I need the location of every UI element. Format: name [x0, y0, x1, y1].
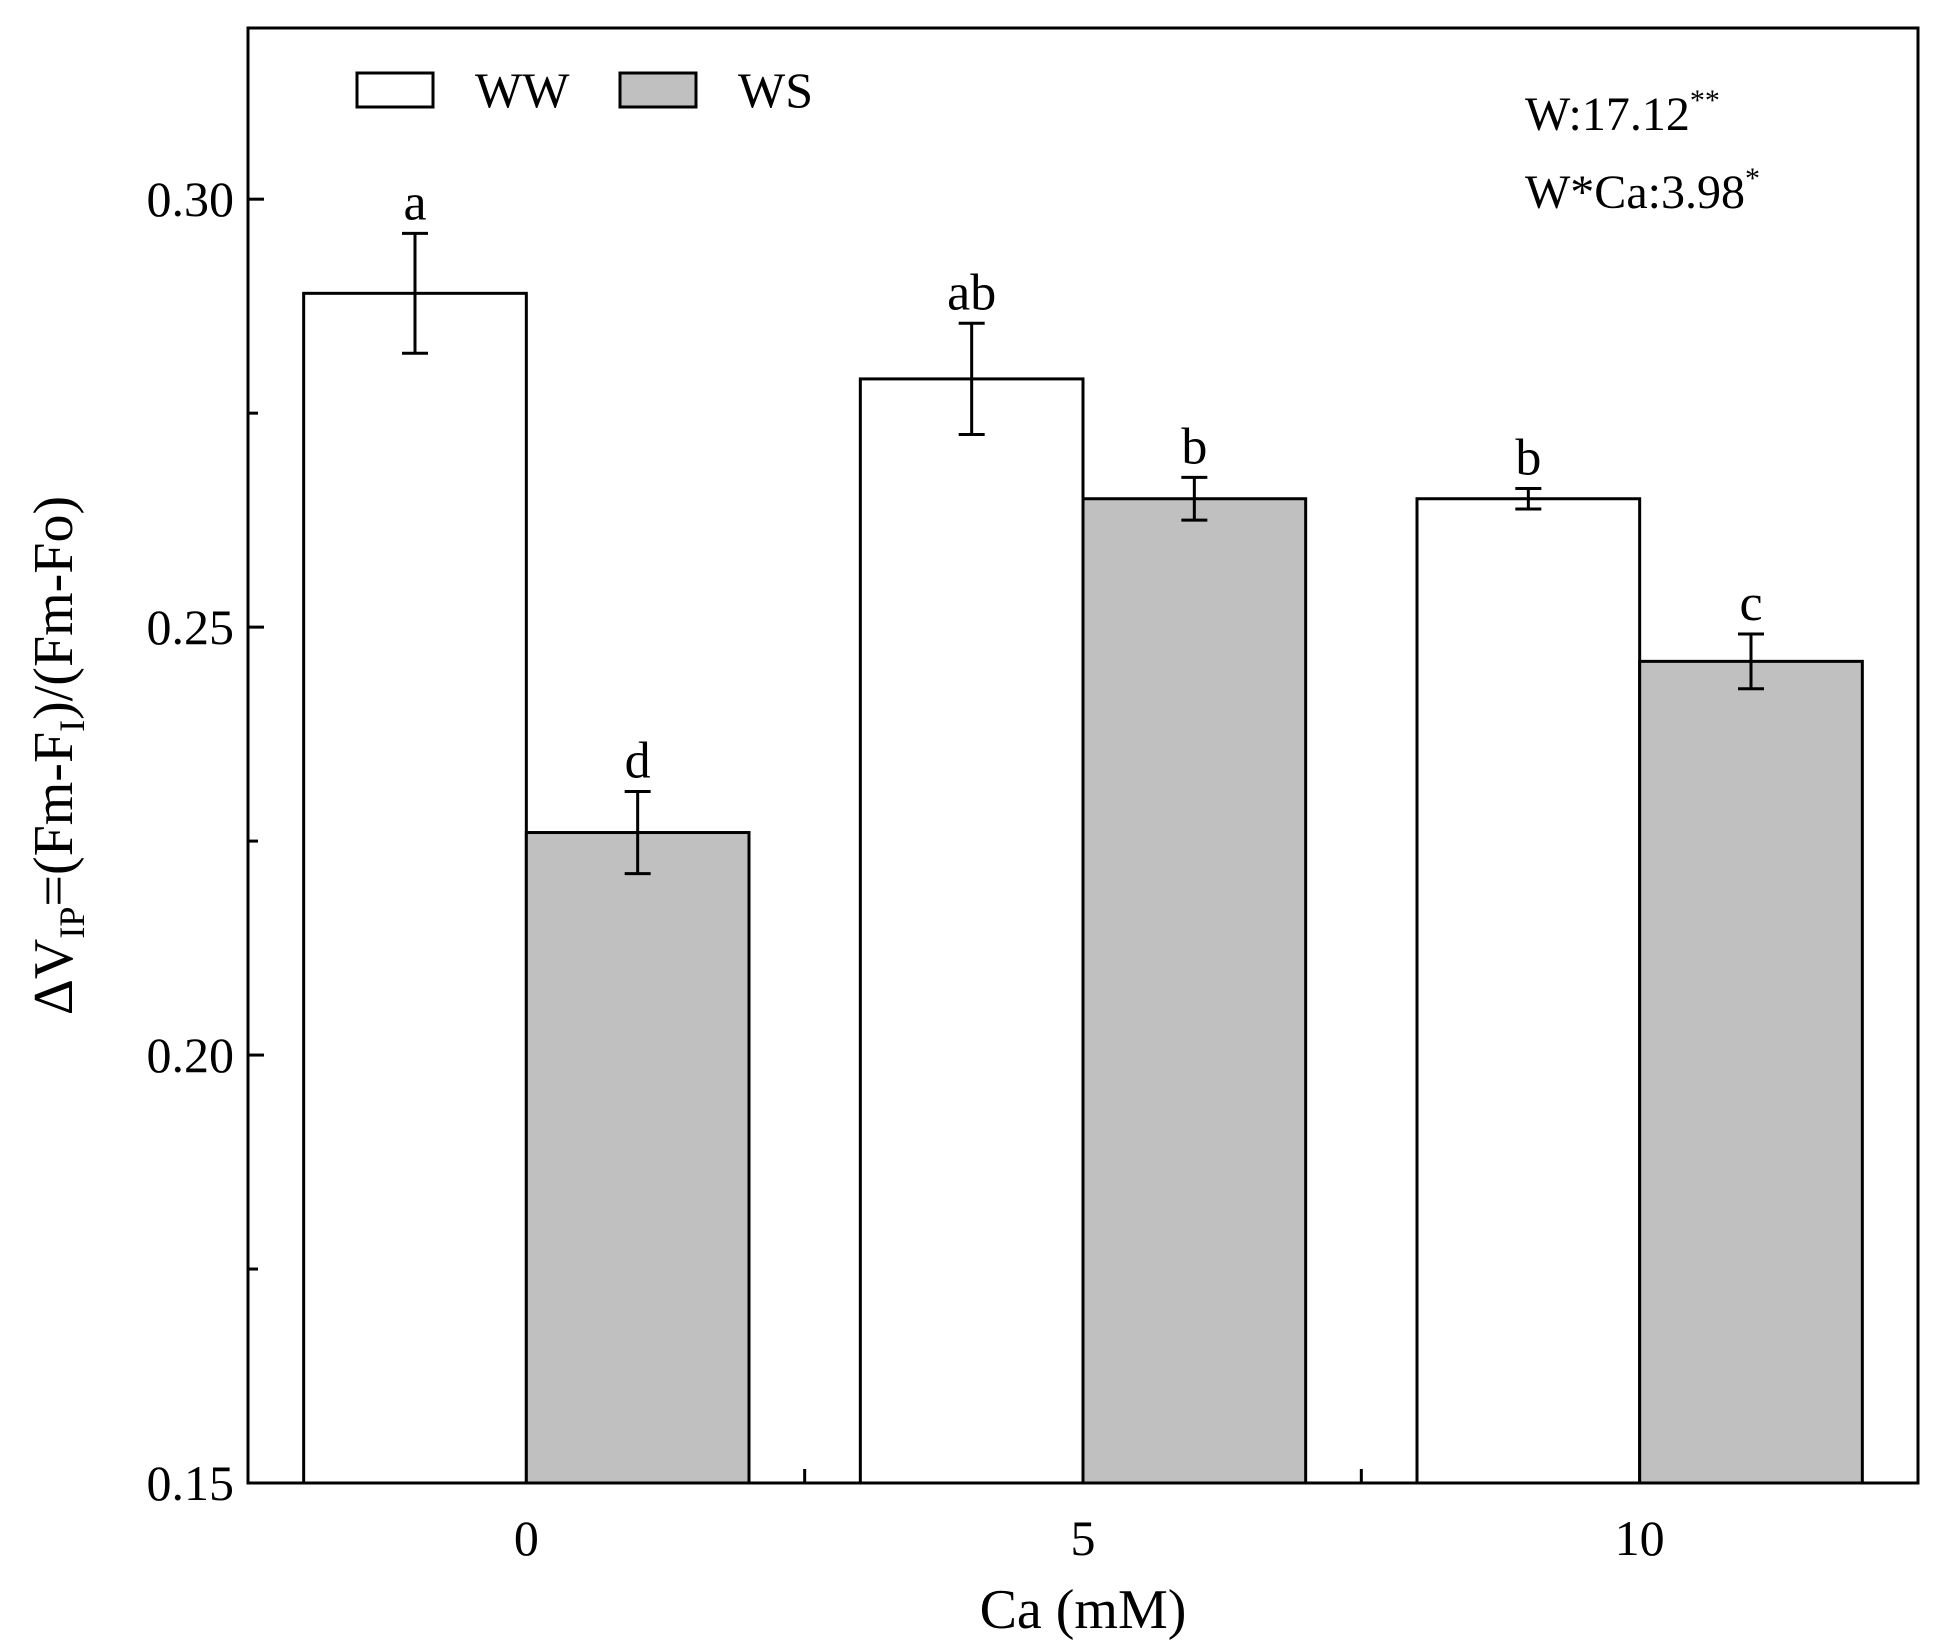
plot-frame — [246, 26, 1920, 1485]
error-bar-ws-10 — [1738, 632, 1764, 691]
y-axis-title: ΔVIP=(Fm-FI)/(Fm-Fo) — [23, 496, 92, 1015]
stat-annotation-interaction-sup: * — [1745, 162, 1760, 195]
x-tick-label: 0 — [514, 1510, 539, 1566]
significance-label-ww-10: b — [1515, 429, 1541, 486]
significance-label-ws-5: b — [1181, 418, 1207, 475]
bar-ww-0 — [302, 291, 528, 1485]
legend-swatch-ws — [618, 71, 698, 109]
y-axis-title-prefix-sub: IP — [52, 907, 92, 939]
y-axis-title-suffix: )/(Fm-Fo) — [23, 496, 85, 720]
bars-layer — [302, 291, 1864, 1485]
bar-ww-5 — [858, 377, 1085, 1485]
bar-ws-5 — [1081, 497, 1308, 1485]
legend-swatch-ww — [355, 71, 435, 109]
legend-label-ws: WS — [738, 62, 813, 118]
y-tick-label: 0.25 — [147, 599, 235, 655]
error-bars-layer — [402, 231, 1764, 876]
bar-ws-0 — [524, 831, 751, 1485]
legend-label-ww: WW — [475, 62, 570, 118]
y-axis-title-middle-sub: I — [52, 720, 92, 732]
significance-label-ww-5: ab — [947, 264, 996, 321]
y-axis-title-prefix: ΔV — [23, 939, 85, 1015]
error-bar-ww-0 — [402, 231, 428, 355]
bar-ww-10 — [1415, 497, 1642, 1485]
x-axis-title: Ca (mM) — [980, 1579, 1187, 1641]
significance-label-ws-10: c — [1739, 575, 1762, 632]
stat-annotation-interaction-text: W*Ca:3.98 — [1525, 166, 1745, 219]
significance-label-ws-0: d — [625, 732, 651, 789]
stat-annotation-water-sup: ** — [1690, 84, 1720, 117]
x-tick-label: 5 — [1071, 1510, 1096, 1566]
y-tick-label: 0.20 — [147, 1027, 235, 1083]
stat-annotation-water-text: W:17.12 — [1525, 88, 1690, 141]
y-axis: 0.15 0.20 0.25 0.30 — [147, 171, 264, 1511]
error-bar-ww-5 — [958, 321, 985, 437]
y-tick-label: 0.30 — [147, 171, 235, 227]
stat-annotation-water: W:17.12** — [1525, 84, 1720, 141]
x-axis: 0 5 10 — [514, 1469, 1665, 1566]
y-axis-title-middle: =(Fm-F — [23, 732, 85, 907]
legend: WW WS — [355, 62, 813, 118]
error-bar-ww-10 — [1515, 486, 1542, 511]
stat-annotation-interaction: W*Ca:3.98* — [1525, 162, 1760, 219]
error-bar-ws-5 — [1181, 475, 1208, 522]
x-tick-label: 10 — [1615, 1510, 1665, 1566]
bar-ws-10 — [1638, 659, 1864, 1485]
significance-labels-layer: a d ab b b c — [403, 174, 1762, 789]
error-bar-ws-0 — [624, 789, 651, 876]
y-tick-label: 0.15 — [147, 1455, 235, 1511]
significance-label-ww-0: a — [403, 174, 426, 231]
